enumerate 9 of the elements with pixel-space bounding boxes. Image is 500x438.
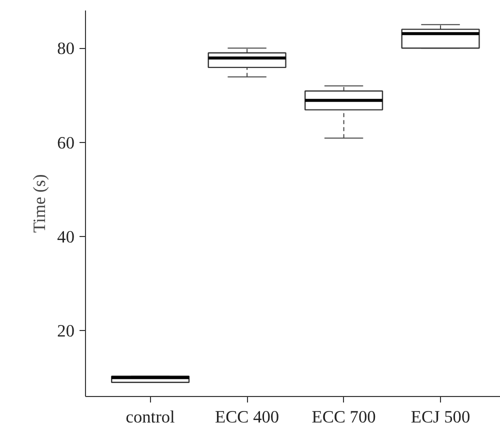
y-tick-label: 20 bbox=[57, 322, 74, 341]
y-tick-label: 60 bbox=[57, 133, 74, 152]
x-tick-label: control bbox=[126, 408, 176, 426]
x-tick-label: ECC 400 bbox=[215, 408, 280, 426]
x-tick-label: ECJ 500 bbox=[410, 408, 470, 426]
x-tick-label: ECC 700 bbox=[312, 408, 376, 426]
y-axis-title: Time (s) bbox=[30, 174, 50, 233]
y-tick-label: 40 bbox=[57, 227, 74, 246]
y-tick-label: 80 bbox=[57, 39, 74, 58]
